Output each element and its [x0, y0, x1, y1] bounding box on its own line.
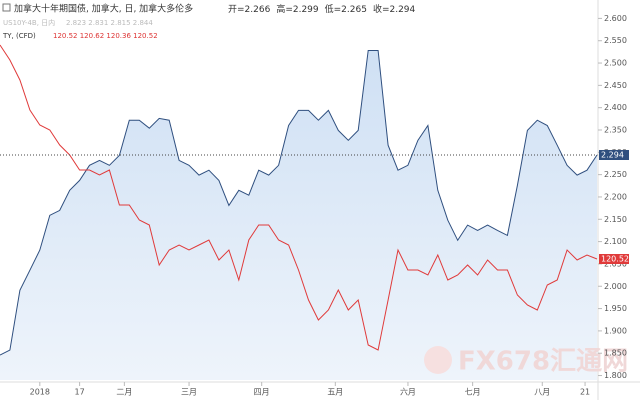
- compare-values: 2.823 2.831 2.815 2.844: [66, 19, 153, 27]
- ohlc: 开=2.266 高=2.299 低=2.265 收=2.294: [228, 3, 416, 15]
- last-value-label: 2.294: [601, 151, 624, 160]
- last-value-box: [599, 254, 629, 264]
- y-tick-label: 2.250: [604, 170, 627, 179]
- last-value-box: [599, 150, 629, 160]
- y-tick-label: 1.900: [604, 326, 627, 335]
- watermark-logo: [424, 346, 452, 374]
- y-tick-label: 1.850: [604, 349, 627, 358]
- y-tick-label: 2.350: [604, 126, 627, 135]
- plot-area: [0, 44, 598, 380]
- y-tick-label: 2.100: [604, 237, 627, 246]
- y-tick-label: 2.150: [604, 215, 627, 224]
- x-tick-label: 二月: [116, 388, 132, 397]
- second-label: TY, (CFD): [2, 32, 36, 40]
- watermark: FX678汇通网: [458, 347, 628, 377]
- y-tick-label: 2.500: [604, 59, 627, 68]
- collapse-icon[interactable]: [2, 3, 11, 12]
- y-tick-label: 1.800: [604, 371, 627, 380]
- second-values: 120.52 120.62 120.36 120.52: [53, 32, 158, 40]
- y-tick-label: 2.600: [604, 14, 627, 23]
- ohlc-item: 低=2.265: [325, 3, 367, 15]
- x-tick-label: 21: [580, 388, 590, 397]
- ohlc-item: 高=2.299: [276, 3, 319, 15]
- y-tick-label: 2.200: [604, 192, 627, 201]
- compare-label: US10Y-4B, 日内: [3, 18, 55, 27]
- x-tick-label: 三月: [181, 388, 197, 397]
- x-tick-label: 七月: [465, 388, 481, 397]
- x-tick-label: 2018: [30, 388, 50, 397]
- last-value-label: 120.52: [601, 255, 629, 264]
- y-tick-label: 1.950: [604, 304, 627, 313]
- y-tick-label: 2.000: [604, 282, 627, 291]
- x-tick-label: 八月: [534, 388, 550, 397]
- x-tick-label: 五月: [327, 388, 343, 397]
- ohlc-item: 开=2.266: [228, 4, 271, 15]
- line: [0, 50, 598, 356]
- y-tick-label: 2.400: [604, 103, 627, 112]
- ohlc-item: 收=2.294: [373, 3, 416, 15]
- y-tick-label: 2.550: [604, 36, 627, 45]
- y-tick-label: 2.450: [604, 81, 627, 90]
- x-tick-label: 四月: [254, 388, 270, 397]
- x-tick-label: 六月: [400, 387, 416, 397]
- area: [0, 50, 597, 380]
- x-tick-label: 17: [75, 388, 85, 397]
- chart-title: 加拿大十年期国债, 加拿大, 日, 加拿大多伦多: [14, 3, 193, 15]
- line: [0, 44, 598, 351]
